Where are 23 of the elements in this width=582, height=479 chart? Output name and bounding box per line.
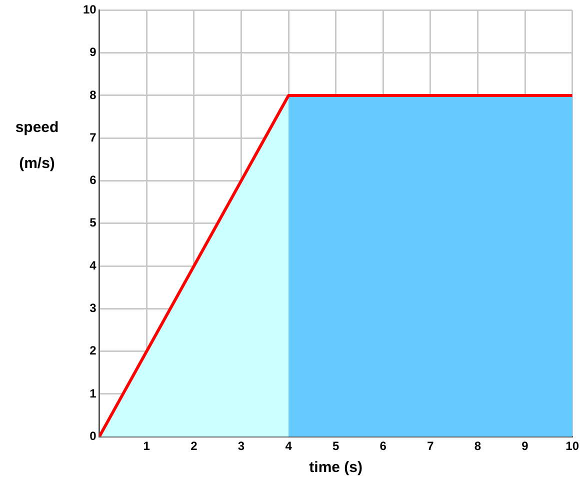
y-tick-label: 1 [90,386,97,400]
y-tick-label: 5 [90,216,97,230]
x-tick-label: 2 [190,439,198,454]
y-tick-label: 3 [90,300,97,315]
y-tick-label: 9 [90,45,97,60]
y-tick-label: 2 [90,344,97,358]
x-tick-label: 5 [332,439,340,454]
x-tick-label: 9 [522,439,529,454]
x-tick-label: 8 [474,439,482,454]
y-tick-label: 7 [90,130,97,144]
y-tick-label: 6 [90,173,97,188]
y-tick-label: 0 [90,428,97,443]
x-tick-label: 7 [427,439,434,454]
y-tick-label: 4 [90,258,97,272]
x-axis-title: time (s) [309,459,363,476]
x-tick-label: 4 [285,439,292,454]
y-tick-label: 10 [82,2,97,17]
y-tick-label: 8 [90,88,97,102]
x-tick-label: 6 [380,439,387,454]
x-tick-label: 10 [566,439,580,454]
text: speed (m/s) [15,119,59,172]
x-tick-label: 3 [238,439,245,454]
x-tick-label: 1 [143,439,150,454]
